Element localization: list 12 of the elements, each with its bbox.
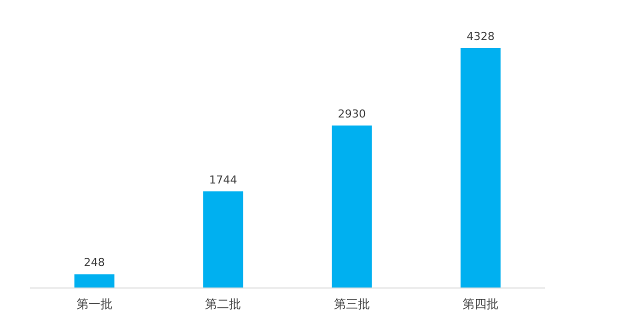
bar: [460, 48, 501, 288]
bar: [203, 191, 244, 288]
x-tick-label: 第四批: [462, 297, 499, 311]
data-label: 1744: [209, 173, 238, 186]
x-tick-label: 第二批: [205, 297, 242, 311]
bar: [74, 274, 114, 288]
x-tick-label: 第三批: [334, 297, 370, 311]
data-label: 2930: [338, 108, 366, 121]
data-label: 248: [84, 256, 105, 270]
data-label: 4328: [466, 30, 495, 43]
bar: [332, 126, 372, 288]
x-tick-label: 第一批: [76, 297, 112, 311]
